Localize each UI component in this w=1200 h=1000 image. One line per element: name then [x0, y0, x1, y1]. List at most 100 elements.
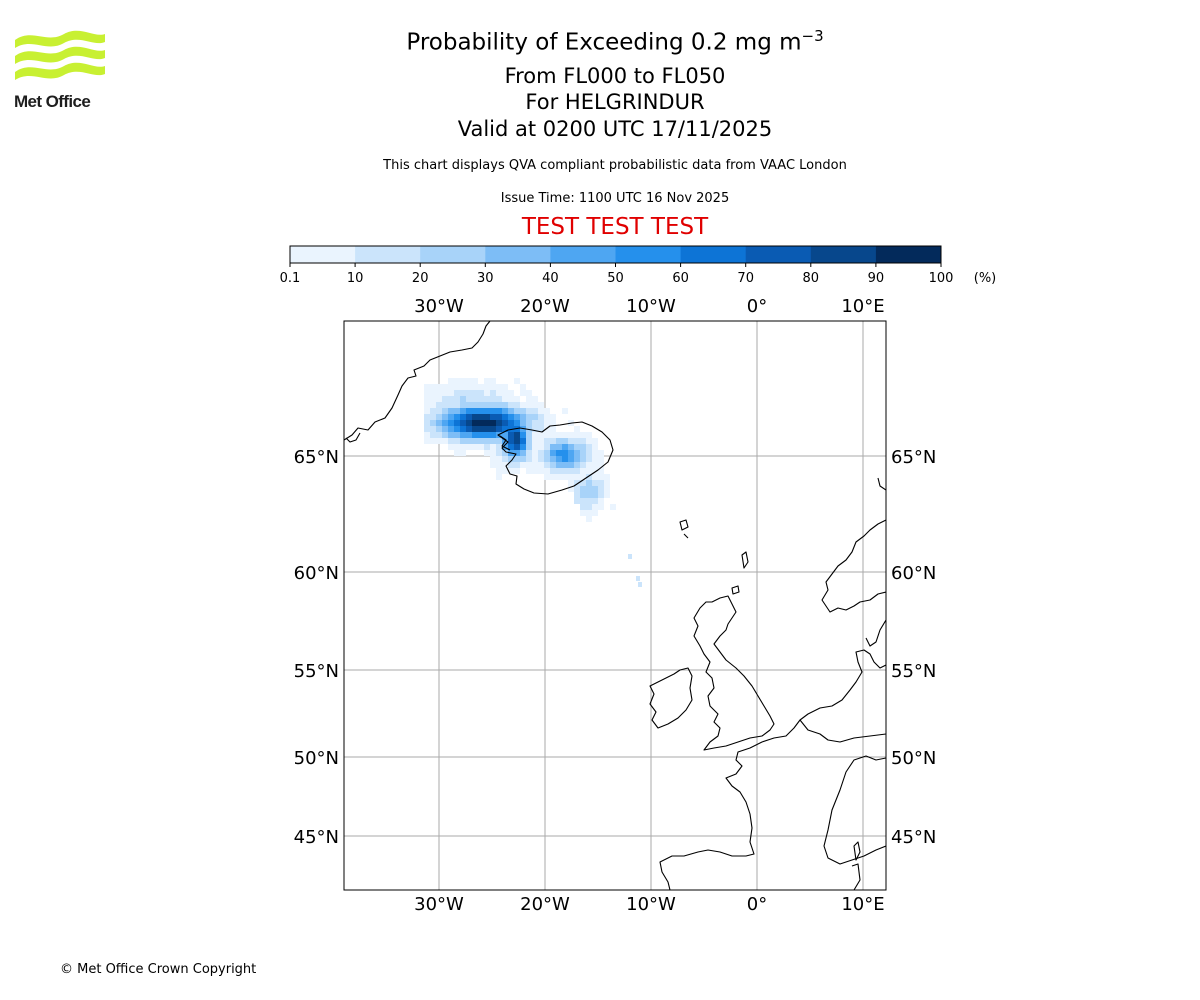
probability-cell	[592, 480, 598, 486]
probability-cell	[544, 462, 550, 468]
probability-cell	[520, 456, 526, 462]
lat-label-right: 60°N	[891, 563, 936, 584]
probability-cell	[424, 432, 430, 438]
lat-label-left: 50°N	[294, 748, 339, 769]
probability-cell	[472, 420, 478, 426]
probability-cell	[484, 408, 490, 414]
probability-cell	[580, 462, 586, 468]
colorbar-cell	[810, 246, 877, 263]
probability-cell	[430, 408, 436, 414]
probability-cell	[496, 384, 502, 390]
probability-cell	[586, 492, 592, 498]
probability-cell	[502, 414, 508, 420]
probability-cell	[514, 444, 520, 450]
probability-cell	[586, 432, 592, 438]
probability-cell	[466, 438, 472, 444]
logo-waves-icon	[15, 30, 105, 80]
probability-cell	[424, 414, 430, 420]
probability-cell	[568, 486, 574, 492]
colorbar-ticks: 0.1 10 20 30 40 50 60 70 80 90 100	[280, 263, 954, 286]
probability-cell	[484, 432, 490, 438]
probability-cell	[550, 444, 556, 450]
probability-cell	[454, 426, 460, 432]
lat-label-left: 60°N	[294, 563, 339, 584]
probability-cell	[454, 438, 460, 444]
probability-cell	[526, 438, 532, 444]
probability-cell	[430, 420, 436, 426]
probability-cell	[586, 474, 592, 480]
probability-cell	[460, 402, 466, 408]
probability-cell	[550, 474, 556, 480]
probability-cell	[508, 456, 514, 462]
lon-label-top: 10°W	[626, 296, 676, 317]
probability-cell	[550, 456, 556, 462]
probability-cell	[586, 486, 592, 492]
probability-cell	[448, 384, 454, 390]
probability-cell	[586, 444, 592, 450]
probability-cell	[436, 408, 442, 414]
probability-cell	[478, 408, 484, 414]
probability-cell	[514, 420, 520, 426]
probability-cell	[496, 474, 502, 480]
probability-cell	[448, 402, 454, 408]
probability-cell	[490, 450, 496, 456]
colorbar-cell	[290, 246, 356, 263]
lat-label-right: 50°N	[891, 748, 936, 769]
coastline-norway	[821, 519, 886, 613]
probability-cell	[502, 420, 508, 426]
probability-cell	[520, 414, 526, 420]
probability-cell	[544, 414, 550, 420]
colorbar: 0.1 10 20 30 40 50 60 70 80 90 100 (%)	[280, 245, 996, 286]
probability-cell	[466, 420, 472, 426]
probability-cell	[490, 420, 496, 426]
probability-cell	[538, 432, 544, 438]
probability-cell	[502, 408, 508, 414]
probability-cell	[574, 468, 580, 474]
probability-cell	[514, 462, 520, 468]
probability-cell	[484, 390, 490, 396]
colorbar-tick-label: 40	[542, 271, 559, 286]
probability-cell	[490, 414, 496, 420]
coastlines	[344, 321, 886, 890]
coastline-ireland	[649, 667, 693, 729]
probability-cell	[556, 456, 562, 462]
probability-cell	[574, 492, 580, 498]
probability-cell	[638, 582, 642, 587]
probability-cell	[496, 444, 502, 450]
probability-cell	[478, 402, 484, 408]
colorbar-tick-label: 80	[803, 271, 820, 286]
probability-cell	[544, 408, 550, 414]
colorbar-tick-label: 30	[477, 271, 494, 286]
probability-cell	[430, 414, 436, 420]
probability-cell	[466, 390, 472, 396]
probability-cell	[586, 480, 592, 486]
probability-cell	[424, 408, 430, 414]
colorbar-cells	[290, 246, 942, 263]
probability-cell	[490, 432, 496, 438]
colorbar-tick-label: 100	[929, 271, 954, 286]
probability-cell	[586, 450, 592, 456]
colorbar-cell	[485, 246, 551, 263]
probability-cell	[484, 444, 490, 450]
probability-cell	[520, 390, 526, 396]
probability-cell	[526, 396, 532, 402]
probability-cell	[598, 486, 604, 492]
probability-cell	[556, 468, 562, 474]
longitude-labels-bottom: 30°W 20°W 10°W 0° 10°E	[414, 894, 884, 915]
colorbar-cell	[355, 246, 421, 263]
probability-cell	[448, 426, 454, 432]
probability-cell	[466, 426, 472, 432]
probability-cell	[436, 414, 442, 420]
probability-cell	[586, 510, 592, 516]
probability-cell	[424, 438, 430, 444]
probability-cell	[478, 426, 484, 432]
probability-cell	[574, 432, 580, 438]
probability-cell	[586, 438, 592, 444]
probability-cell	[574, 486, 580, 492]
probability-cell	[544, 474, 550, 480]
probability-cell	[472, 432, 478, 438]
probability-cell	[532, 450, 538, 456]
probability-cell	[442, 402, 448, 408]
issue-time: Issue Time: 1100 UTC 16 Nov 2025	[500, 191, 730, 206]
probability-cell	[562, 438, 568, 444]
